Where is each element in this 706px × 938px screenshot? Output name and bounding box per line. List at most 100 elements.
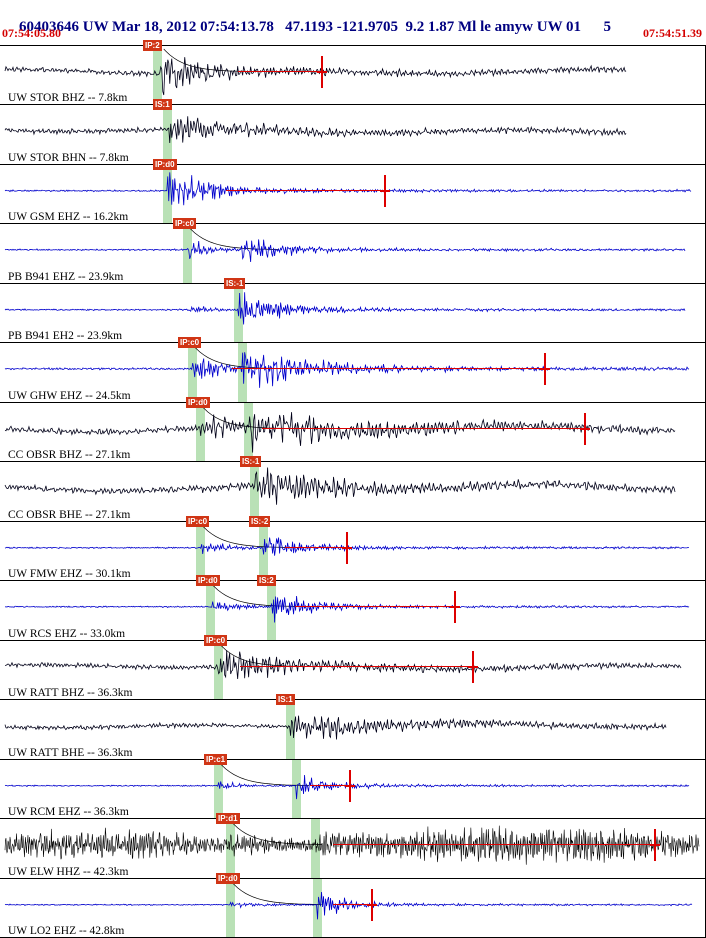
coda-fit-line (240, 665, 473, 667)
trace-label: UW RATT BHE -- 36.3km (8, 746, 133, 759)
phase-pick-flag[interactable]: IP:d1 (216, 813, 240, 825)
pick-window-band[interactable] (183, 224, 192, 283)
phase-pick-flag[interactable]: IS:1 (276, 694, 295, 706)
waveform-canvas[interactable] (0, 105, 705, 163)
trace-label: PB B941 EH2 -- 23.9km (8, 330, 123, 343)
phase-pick-flag[interactable]: IP:c1 (204, 753, 228, 765)
trace-label: UW ELW HHZ -- 42.3km (8, 865, 129, 878)
time-range-bar: 07:54:05.80 07:54:51.39 (0, 24, 706, 45)
waveform-trace[interactable] (4, 715, 667, 740)
event-summary-bar: 60403646 UW Mar 18, 2012 07:54:13.78 47.… (0, 0, 706, 35)
phase-pick-flag[interactable]: IS:2 (257, 575, 276, 587)
pick-window-band[interactable] (163, 105, 172, 164)
trace-row-1[interactable]: UW STOR BHZ -- 7.8km IP:2 (0, 40, 705, 105)
coda-fit-line (226, 189, 385, 191)
waveform-trace[interactable] (4, 467, 676, 506)
phase-pick-flag[interactable]: IP:d0 (196, 575, 220, 587)
amplitude-marker-tick (342, 546, 352, 549)
waveform-trace[interactable] (4, 774, 690, 799)
pick-window-band[interactable] (267, 581, 276, 640)
phase-pick-flag[interactable]: IP:c0 (186, 515, 210, 527)
phase-pick-flag[interactable]: IS:-2 (249, 515, 271, 527)
pick-window-band[interactable] (311, 819, 320, 878)
pick-window-band[interactable] (214, 640, 223, 700)
trace-label: UW LO2 EHZ -- 42.8km (8, 925, 125, 938)
trace-row-13[interactable]: UW RCM EHZ -- 36.3km IP:c1 (0, 753, 705, 819)
waveform-trace[interactable] (4, 172, 692, 206)
waveform-trace[interactable] (4, 239, 686, 263)
decay-curve (211, 583, 302, 608)
trace-row-8[interactable]: CC OBSR BHE -- 27.1km IS:-1 (0, 456, 705, 521)
waveform-canvas[interactable] (0, 462, 705, 520)
pick-window-band[interactable] (244, 402, 253, 462)
phase-pick-flag[interactable]: IP:c0 (204, 634, 228, 646)
window-start-time: 07:54:05.80 (2, 26, 61, 40)
pick-window-band[interactable] (250, 462, 259, 521)
trace-row-12[interactable]: UW RATT BHE -- 36.3km IS:1 (0, 694, 705, 759)
trace-row-5[interactable]: PB B941 EH2 -- 23.9km IS:-1 (0, 277, 705, 343)
trace-row-7[interactable]: CC OBSR BHZ -- 27.1km IP:d0 (0, 396, 705, 462)
waveform-trace[interactable] (4, 596, 690, 623)
pick-window-band[interactable] (163, 164, 172, 224)
waveform-canvas[interactable] (0, 284, 705, 342)
waveform-trace[interactable] (4, 116, 627, 144)
trace-row-11[interactable]: UW RATT BHZ -- 36.3km IP:c0 (0, 634, 705, 700)
waveform-canvas[interactable] (0, 224, 705, 282)
trace-row-4[interactable]: PB B941 EHZ -- 23.9km IP:c0 (0, 218, 705, 283)
phase-pick-flag[interactable]: IP:c0 (178, 337, 202, 349)
waveform-trace[interactable] (4, 292, 686, 325)
waveform-trace[interactable] (4, 649, 682, 679)
decay-curve (231, 821, 322, 845)
coda-fit-line (295, 606, 455, 608)
trace-label: UW STOR BHN -- 7.8km (8, 151, 129, 164)
trace-label: CC OBSR BHZ -- 27.1km (8, 449, 131, 462)
event-summary: 60403646 UW Mar 18, 2012 07:54:13.78 47.… (19, 19, 612, 35)
phase-pick-flag[interactable]: IP:d0 (153, 158, 177, 170)
phase-pick-flag[interactable]: IP:2 (143, 40, 162, 51)
trace-label: UW RATT BHZ -- 36.3km (8, 687, 133, 700)
trace-row-9[interactable]: UW FMW EHZ -- 30.1km IP:c0 IS:-2 (0, 515, 705, 581)
waveform-trace[interactable] (4, 57, 627, 96)
waveform-canvas[interactable] (0, 879, 705, 937)
pick-window-band[interactable] (286, 700, 295, 759)
waveform-trace[interactable] (4, 825, 700, 865)
pick-window-band[interactable] (226, 878, 235, 938)
pick-window-band[interactable] (206, 581, 215, 640)
phase-pick-flag[interactable]: IS:-1 (240, 456, 262, 468)
phase-pick-flag[interactable]: IP:c0 (173, 218, 197, 230)
waveform-canvas[interactable] (0, 760, 705, 818)
decay-curve (188, 227, 279, 251)
waveform-canvas[interactable] (0, 700, 705, 758)
trace-label: PB B941 EHZ -- 23.9km (8, 270, 124, 283)
pick-window-band[interactable] (214, 759, 223, 819)
phase-pick-flag[interactable]: IS:-1 (224, 277, 246, 289)
amplitude-marker-tick (450, 606, 460, 609)
pick-window-band[interactable] (153, 46, 162, 105)
pick-window-band[interactable] (238, 343, 247, 402)
amplitude-marker-tick (367, 903, 377, 906)
phase-pick-flag[interactable]: IP:d0 (186, 396, 210, 408)
pick-window-band[interactable] (226, 819, 235, 878)
waveform-trace[interactable] (4, 891, 693, 919)
trace-label: UW STOR BHZ -- 7.8km (8, 92, 128, 105)
trace-row-10[interactable]: UW RCS EHZ -- 33.0km IP:d0 IS:2 (0, 575, 705, 640)
pick-window-band[interactable] (188, 343, 197, 402)
phase-pick-flag[interactable]: IS:1 (153, 99, 172, 111)
waveform-trace[interactable] (4, 411, 676, 453)
trace-row-15[interactable]: UW LO2 EHZ -- 42.8km IP:d0 (0, 872, 705, 938)
trace-row-3[interactable]: UW GSM EHZ -- 16.2km IP:d0 (0, 158, 705, 224)
waveform-trace[interactable] (4, 352, 690, 389)
amplitude-marker-tick (345, 784, 355, 787)
amplitude-marker-tick (540, 368, 550, 371)
trace-row-6[interactable]: UW GHW EHZ -- 24.5km IP:c0 (0, 337, 705, 402)
trace-row-14[interactable]: UW ELW HHZ -- 42.3km IP:d1 (0, 813, 705, 878)
decay-curve (201, 524, 292, 548)
trace-row-2[interactable]: UW STOR BHN -- 7.8km IS:1 (0, 99, 705, 164)
phase-pick-flag[interactable]: IP:d0 (216, 872, 240, 884)
waveform-canvas[interactable] (0, 819, 705, 877)
pick-window-band[interactable] (313, 878, 322, 938)
coda-fit-line (333, 844, 655, 846)
pick-window-band[interactable] (196, 521, 205, 581)
pick-window-band[interactable] (292, 759, 301, 819)
amplitude-marker-tick (468, 665, 478, 668)
